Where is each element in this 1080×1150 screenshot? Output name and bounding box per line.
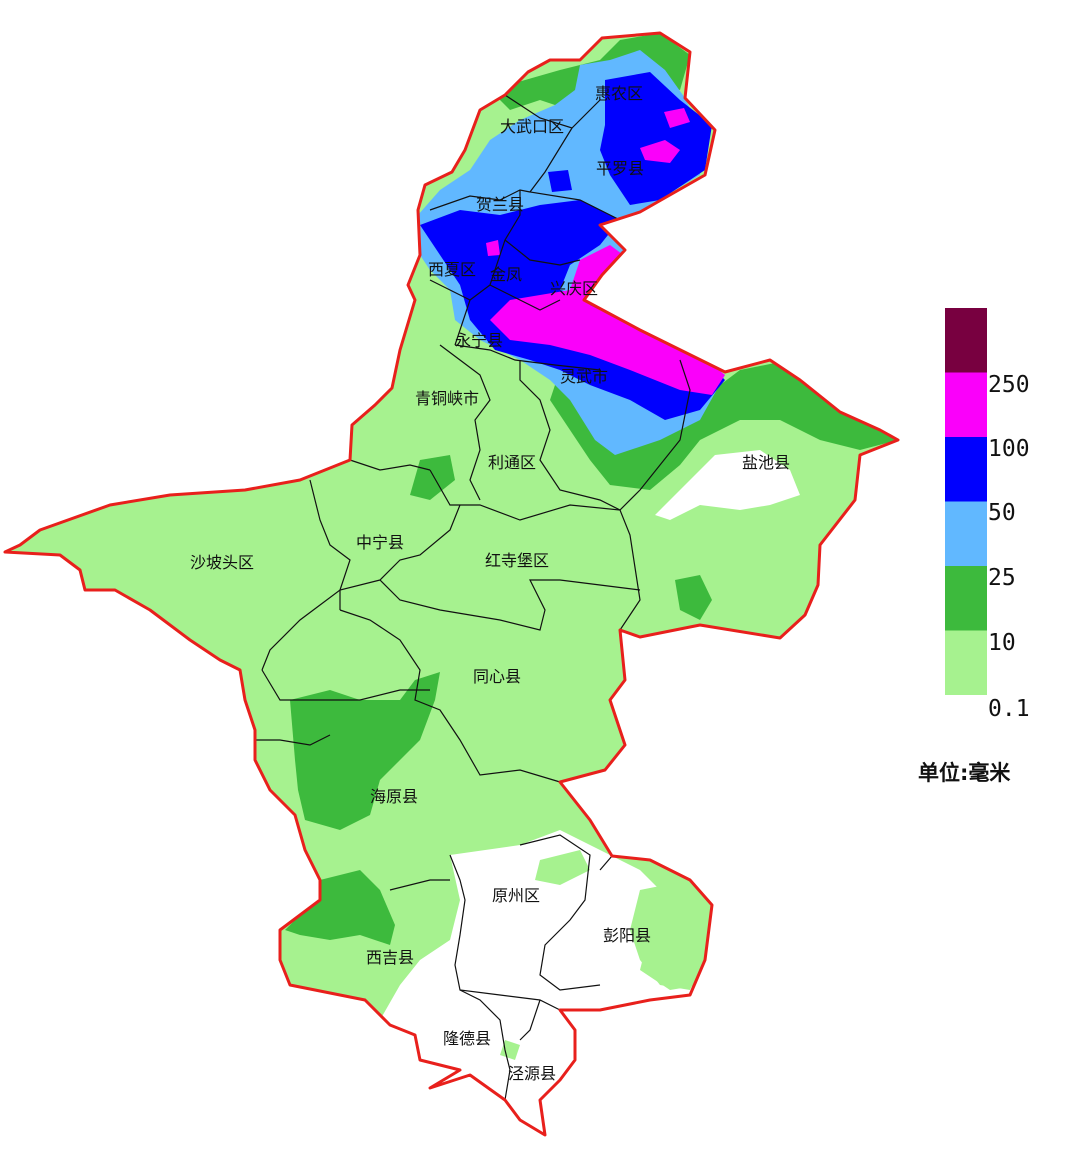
legend-tick-250: 250: [988, 372, 1030, 398]
county-label-xiji: 西吉县: [366, 948, 414, 967]
rain-zone-blue-north: [600, 72, 712, 205]
county-label-pingluo: 平罗县: [596, 159, 644, 178]
county-label-pengyang: 彭阳县: [603, 926, 651, 945]
legend-ticks: 250 100 50 25 10 0.1: [988, 372, 1030, 722]
legend-tick-10: 10: [988, 630, 1016, 656]
county-label-hongsibao: 红寺堡区: [485, 551, 549, 570]
county-label-jinfeng: 金凤: [490, 265, 522, 284]
county-label-tongxin: 同心县: [473, 667, 521, 686]
legend-swatch-bin-250-plus: [945, 308, 987, 373]
rain-patch-longde: [500, 1040, 520, 1060]
county-label-zhongning: 中宁县: [356, 533, 404, 552]
county-label-dawukou: 大武口区: [500, 117, 564, 136]
rain-patch-south: [535, 850, 590, 885]
legend-swatch-bin-50-100: [945, 437, 987, 502]
rain-zone-magenta-north-2: [664, 108, 690, 128]
county-label-huinong: 惠农区: [595, 84, 643, 103]
legend-tick-25: 25: [988, 565, 1016, 591]
legend-swatch-bin-25-50: [945, 501, 987, 566]
rain-patch-pengyang: [630, 880, 712, 990]
dry-zone-yanchi: [655, 450, 800, 520]
county-label-shapotou: 沙坡头区: [190, 553, 254, 572]
rain-zone-green-xiji: [285, 870, 395, 945]
legend-swatches: [945, 308, 987, 695]
province-border: [3, 31, 900, 1137]
county-labels: 惠农区 大武口区 平罗县 贺兰县 西夏区 金凤 兴庆区 永宁县 灵武市 青铜峡市…: [190, 84, 790, 1083]
county-boundaries: [245, 94, 691, 1101]
rain-zone-magenta-north: [640, 140, 680, 163]
county-label-haiyuan: 海原县: [370, 787, 418, 806]
county-label-helan: 贺兰县: [476, 195, 524, 214]
county-label-lingwu: 灵武市: [560, 367, 608, 386]
county-label-xingqing: 兴庆区: [550, 279, 598, 298]
county-label-yongning: 永宁县: [455, 331, 503, 350]
legend-unit-label: 单位:毫米: [918, 761, 1011, 785]
county-label-longde: 隆德县: [443, 1029, 491, 1048]
legend-tick-100: 100: [988, 436, 1030, 462]
rain-zone-green-qingtong: [410, 455, 455, 500]
legend-swatch-bin-10-25: [945, 566, 987, 631]
rain-zone-magenta-central: [490, 245, 725, 395]
legend-swatch-bin-0-1-10: [945, 630, 987, 695]
county-label-yanchi: 盐池县: [742, 453, 790, 472]
county-label-qingtongxia: 青铜峡市: [415, 389, 479, 408]
county-label-xixia: 西夏区: [428, 260, 476, 279]
rain-zone-green-tongxin: [675, 575, 712, 620]
legend-tick-50: 50: [988, 500, 1016, 526]
rain-zone-blue-patch: [548, 170, 572, 192]
county-label-jingyuan: 泾源县: [508, 1064, 556, 1083]
rain-zone-green-haiyuan: [290, 672, 440, 830]
rain-zone-magenta-jinfeng: [486, 240, 500, 256]
county-label-litong: 利通区: [488, 453, 536, 472]
county-label-yuanzhou: 原州区: [492, 886, 540, 905]
legend-swatch-bin-100-250: [945, 372, 987, 437]
legend: 250 100 50 25 10 0.1 单位:毫米: [918, 308, 1030, 785]
legend-tick-0-1: 0.1: [988, 696, 1030, 722]
